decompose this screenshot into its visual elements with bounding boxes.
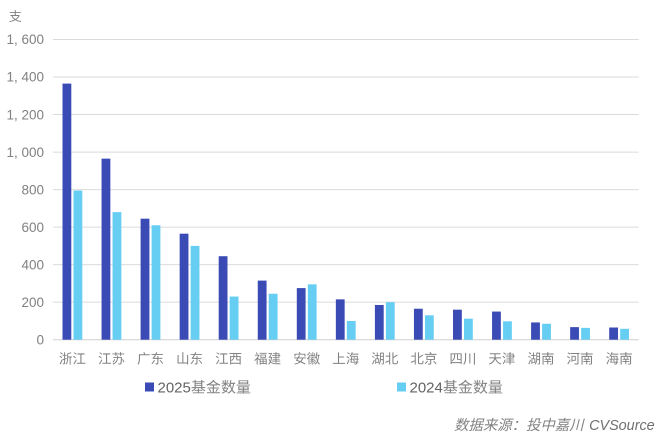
svg-text:0: 0 — [36, 332, 44, 347]
svg-text:600: 600 — [21, 220, 44, 235]
svg-text:200: 200 — [21, 295, 44, 310]
svg-text:1, 600: 1, 600 — [6, 32, 44, 47]
svg-text:400: 400 — [21, 257, 44, 272]
svg-text:2025: 2025 — [158, 380, 191, 397]
svg-text:1, 000: 1, 000 — [6, 145, 44, 160]
svg-text:2024: 2024 — [410, 380, 443, 397]
svg-text:CVSource: CVSource — [589, 418, 655, 434]
svg-text:1, 400: 1, 400 — [6, 70, 44, 85]
svg-text:800: 800 — [21, 182, 44, 197]
svg-text:1, 200: 1, 200 — [6, 107, 44, 122]
